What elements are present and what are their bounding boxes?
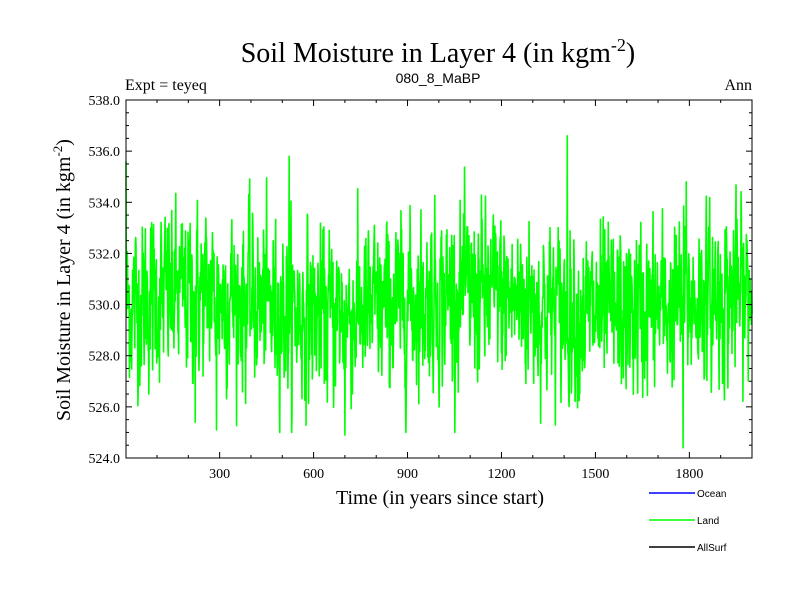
y-tick-label: 528.0 bbox=[89, 350, 121, 365]
x-tick-label: 1500 bbox=[581, 467, 609, 482]
y-axis-label: Soil Moisture in Layer 4 (in kgm-2) bbox=[50, 139, 75, 421]
series-line-land bbox=[125, 135, 753, 449]
y-tick-label: 526.0 bbox=[89, 401, 121, 416]
y-tick-label: 532.0 bbox=[89, 247, 121, 262]
y-axis: 524.0 526.0 528.0 530.0 532.0 534.0 536.0 538.0 bbox=[89, 94, 752, 467]
x-axis: 300 600 900 1200 1500 1800 bbox=[156, 100, 722, 482]
x-tick-label: 900 bbox=[397, 467, 418, 482]
chart-title: Soil Moisture in Layer 4 (in kgm-2) bbox=[241, 35, 636, 69]
y-tick-label: 538.0 bbox=[89, 94, 121, 109]
x-tick-label: 1800 bbox=[675, 467, 703, 482]
x-tick-label: 300 bbox=[209, 467, 230, 482]
expt-label: Expt = teyeq bbox=[125, 77, 207, 94]
y-tick-label: 536.0 bbox=[89, 145, 121, 160]
y-tick-label: 530.0 bbox=[89, 299, 121, 314]
x-axis-label: Time (in years since start) bbox=[336, 487, 544, 509]
land-series bbox=[125, 135, 753, 449]
legend-label: Ocean bbox=[697, 489, 726, 500]
legend-label: AllSurf bbox=[697, 543, 727, 554]
y-tick-label: 524.0 bbox=[89, 452, 121, 467]
plot-area: 300 600 900 1200 1500 1800 524.0 526.0 528.0 530… bbox=[89, 94, 753, 482]
chart-subtitle: 080_8_MaBP bbox=[396, 70, 481, 86]
y-tick-label: 534.0 bbox=[89, 196, 121, 211]
legend-label: Land bbox=[697, 516, 719, 527]
x-tick-label: 1200 bbox=[487, 467, 515, 482]
period-label: Ann bbox=[724, 77, 752, 94]
legend: Ocean Land AllSurf bbox=[649, 489, 727, 554]
x-tick-label: 600 bbox=[303, 467, 324, 482]
